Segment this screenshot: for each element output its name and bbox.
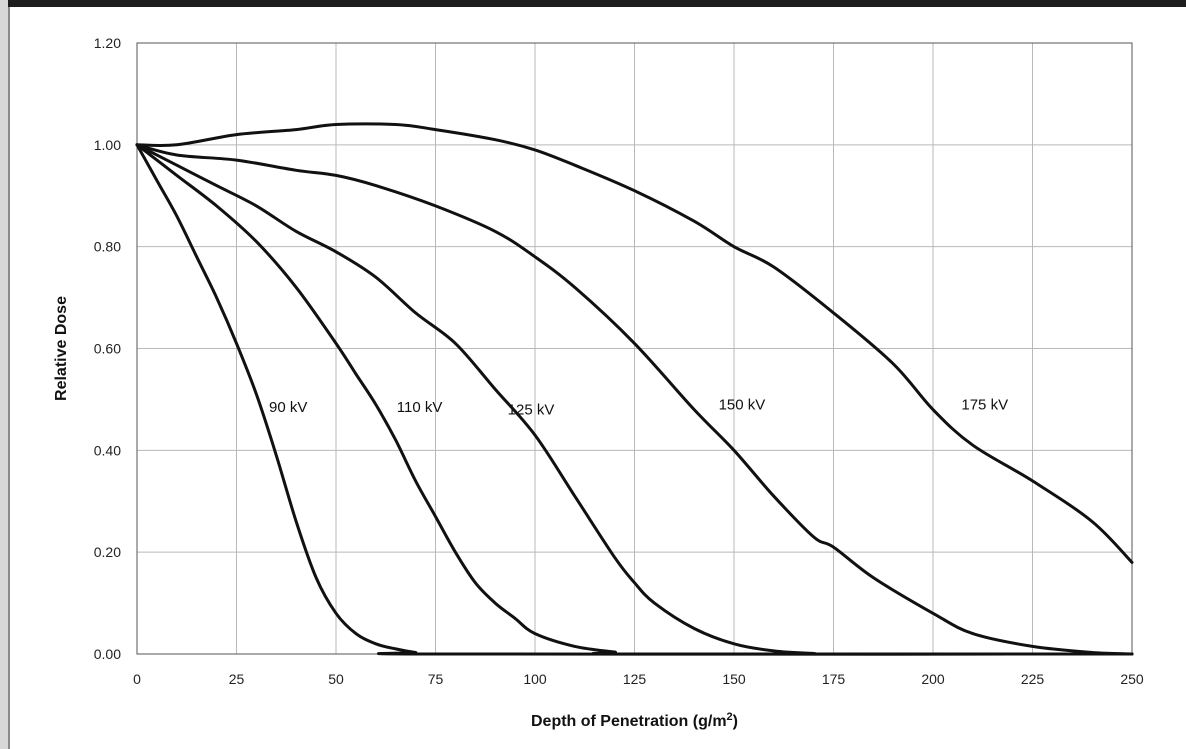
series-labels: 90 kV 110 kV 125 kV 150 kV 175 kV	[269, 397, 1008, 419]
series-label-110-kv: 110 kV	[397, 399, 443, 416]
window-left-border	[0, 0, 8, 749]
x-tick-label-6: 150	[722, 671, 746, 687]
series-line-125-kv	[135, 143, 1134, 656]
x-tick-label-3: 75	[428, 671, 444, 687]
y-tick-label-1: 0.20	[94, 544, 121, 560]
grid-lines	[136, 42, 1133, 655]
axis-ticks: 0 25 50 75 100 125 150 175 200 225 250 0.00 0.20 0.40…	[94, 35, 1144, 687]
window-left-border-shadow	[8, 7, 10, 749]
series-line-90-kv	[135, 143, 1134, 656]
x-tick-label-10: 250	[1120, 671, 1144, 687]
y-tick-label-2: 0.40	[94, 442, 121, 458]
x-tick-label-7: 175	[822, 671, 846, 687]
x-tick-label-2: 50	[328, 671, 344, 687]
x-tick-label-5: 125	[623, 671, 647, 687]
series-label-175-kv: 175 kV	[961, 397, 1008, 414]
y-tick-label-6: 1.20	[94, 35, 121, 51]
series-label-150-kv: 150 kV	[719, 397, 766, 414]
y-tick-label-5: 1.00	[94, 137, 121, 153]
y-tick-label-0: 0.00	[94, 646, 121, 662]
x-axis-title: Depth of Penetration (g/m2)	[531, 711, 738, 730]
series-line-175-kv	[135, 122, 1134, 564]
series-label-125-kv: 125 kV	[508, 402, 555, 419]
series-line-110-kv	[135, 143, 1134, 656]
y-tick-label-4: 0.80	[94, 239, 121, 255]
x-tick-label-8: 200	[921, 671, 945, 687]
y-axis-title: Relative Dose	[53, 296, 70, 401]
series-line-150-kv	[135, 143, 1134, 656]
x-tick-label-0: 0	[133, 671, 141, 687]
window-top-border	[0, 0, 1186, 7]
x-tick-label-4: 100	[523, 671, 547, 687]
y-tick-label-3: 0.60	[94, 341, 121, 357]
series-lines	[135, 122, 1134, 656]
x-tick-label-1: 25	[229, 671, 245, 687]
series-label-90-kv: 90 kV	[269, 399, 307, 416]
x-tick-label-9: 225	[1021, 671, 1045, 687]
